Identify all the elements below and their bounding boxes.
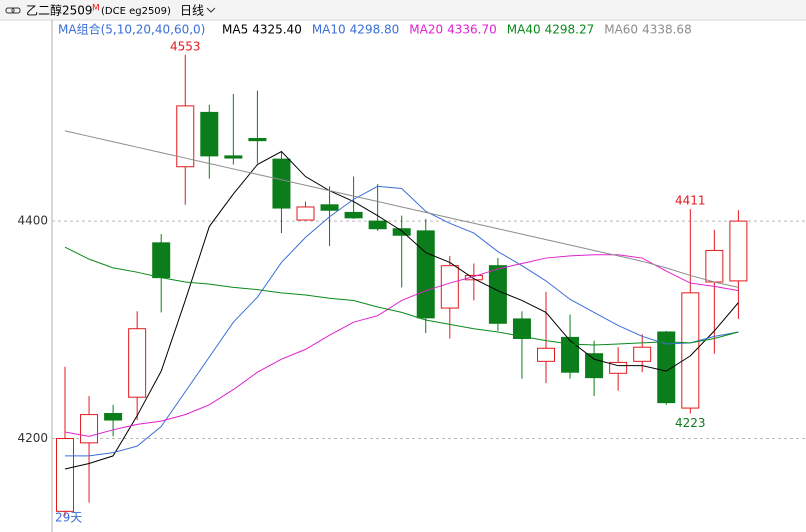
legend-value: 4336.70 (447, 23, 497, 37)
candle-body (200, 111, 219, 157)
candle-body (585, 353, 604, 379)
candle-body (416, 230, 435, 319)
high-label: 4553 (170, 39, 201, 53)
legend-name: MA40 (507, 23, 541, 37)
dropdown-arrow[interactable] (206, 7, 216, 13)
instrument-name: 乙二醇2509 (26, 3, 93, 18)
candle-body (512, 318, 531, 340)
y-tick-label: 4400 (17, 214, 48, 228)
candle-body (224, 155, 243, 159)
ma-line (64, 246, 739, 346)
candle-body (104, 413, 123, 421)
ma-line (65, 185, 739, 457)
link-icon[interactable] (5, 7, 21, 14)
candle-body (392, 228, 411, 236)
header-bar (0, 0, 806, 20)
candle-body (176, 105, 195, 168)
legend-name: MA60 (604, 23, 638, 37)
ma-line (64, 254, 739, 437)
candle-body (729, 220, 748, 282)
instrument-code: (DCE eg2509) (101, 6, 171, 17)
legend-value: 4298.80 (350, 23, 400, 37)
candle-body (609, 361, 628, 374)
candle-body (488, 265, 507, 324)
period-selector[interactable]: 日线 (180, 4, 204, 18)
high-label: 4411 (675, 194, 706, 208)
ma-line (64, 150, 739, 470)
legend-value: 4325.40 (252, 23, 302, 37)
low-label: 4223 (675, 416, 706, 430)
candle-body (56, 438, 74, 512)
candle-body (128, 328, 147, 398)
y-tick-label: 4200 (17, 431, 48, 445)
badge: M (92, 4, 100, 14)
legend-name: MA20 (409, 23, 443, 37)
candle-body (152, 242, 171, 279)
legend-value: 4338.68 (642, 23, 692, 37)
candle-body (537, 347, 555, 362)
candle-body (248, 137, 267, 142)
x-label: 29天 (55, 511, 82, 525)
candle-body (657, 331, 676, 404)
candle-body (705, 249, 724, 283)
candle-body (633, 346, 652, 362)
candle-body (561, 336, 580, 373)
candle-body (464, 274, 483, 281)
candle-body (344, 211, 363, 219)
candle-body (440, 265, 459, 309)
candle-body (80, 414, 99, 444)
candle-body (368, 220, 387, 230)
ma-line (64, 130, 739, 288)
legend-name: MA10 (312, 23, 346, 37)
candle-body (296, 206, 315, 221)
legend-name: MA5 (222, 23, 248, 37)
legend-title: MA组合(5,10,20,40,60,0) (58, 22, 205, 37)
candle-body (681, 292, 700, 409)
candle-body (272, 158, 291, 209)
candle-body (320, 204, 339, 211)
legend-value: 4298.27 (545, 23, 595, 37)
